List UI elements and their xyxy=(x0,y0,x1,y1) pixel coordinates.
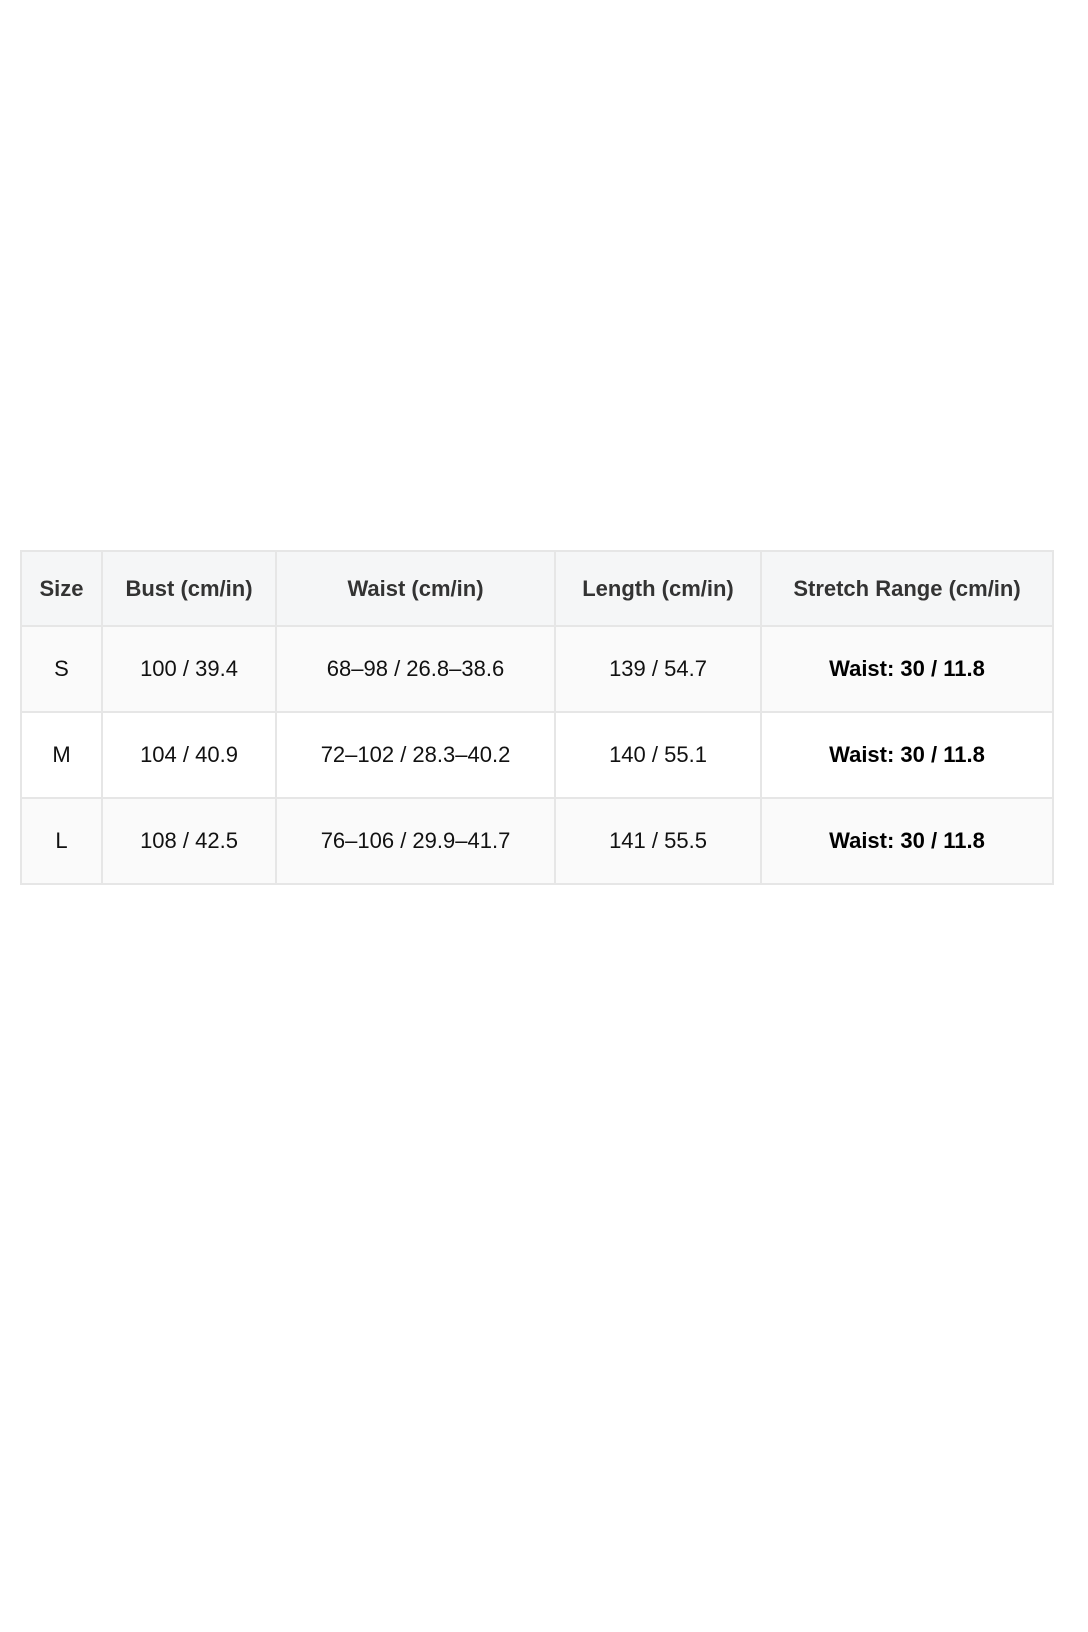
cell-bust: 104 / 40.9 xyxy=(101,711,277,799)
header-length: Length (cm/in) xyxy=(554,550,762,627)
cell-waist: 76–106 / 29.9–41.7 xyxy=(275,797,556,885)
header-stretch-range: Stretch Range (cm/in) xyxy=(760,550,1054,627)
size-chart-table: Size Bust (cm/in) Waist (cm/in) Length (… xyxy=(20,550,1054,885)
cell-length: 141 / 55.5 xyxy=(554,797,762,885)
cell-length: 139 / 54.7 xyxy=(554,625,762,713)
cell-bust: 100 / 39.4 xyxy=(101,625,277,713)
header-size: Size xyxy=(20,550,103,627)
table-row: L 108 / 42.5 76–106 / 29.9–41.7 141 / 55… xyxy=(20,797,1054,885)
cell-bust: 108 / 42.5 xyxy=(101,797,277,885)
header-waist: Waist (cm/in) xyxy=(275,550,556,627)
cell-stretch-range: Waist: 30 / 11.8 xyxy=(760,625,1054,713)
cell-stretch-range: Waist: 30 / 11.8 xyxy=(760,711,1054,799)
cell-stretch-range: Waist: 30 / 11.8 xyxy=(760,797,1054,885)
cell-size: S xyxy=(20,625,103,713)
cell-size: M xyxy=(20,711,103,799)
table-row: M 104 / 40.9 72–102 / 28.3–40.2 140 / 55… xyxy=(20,711,1054,799)
header-bust: Bust (cm/in) xyxy=(101,550,277,627)
header-row: Size Bust (cm/in) Waist (cm/in) Length (… xyxy=(20,550,1054,627)
table-row: S 100 / 39.4 68–98 / 26.8–38.6 139 / 54.… xyxy=(20,625,1054,713)
cell-waist: 72–102 / 28.3–40.2 xyxy=(275,711,556,799)
cell-size: L xyxy=(20,797,103,885)
cell-length: 140 / 55.1 xyxy=(554,711,762,799)
cell-waist: 68–98 / 26.8–38.6 xyxy=(275,625,556,713)
